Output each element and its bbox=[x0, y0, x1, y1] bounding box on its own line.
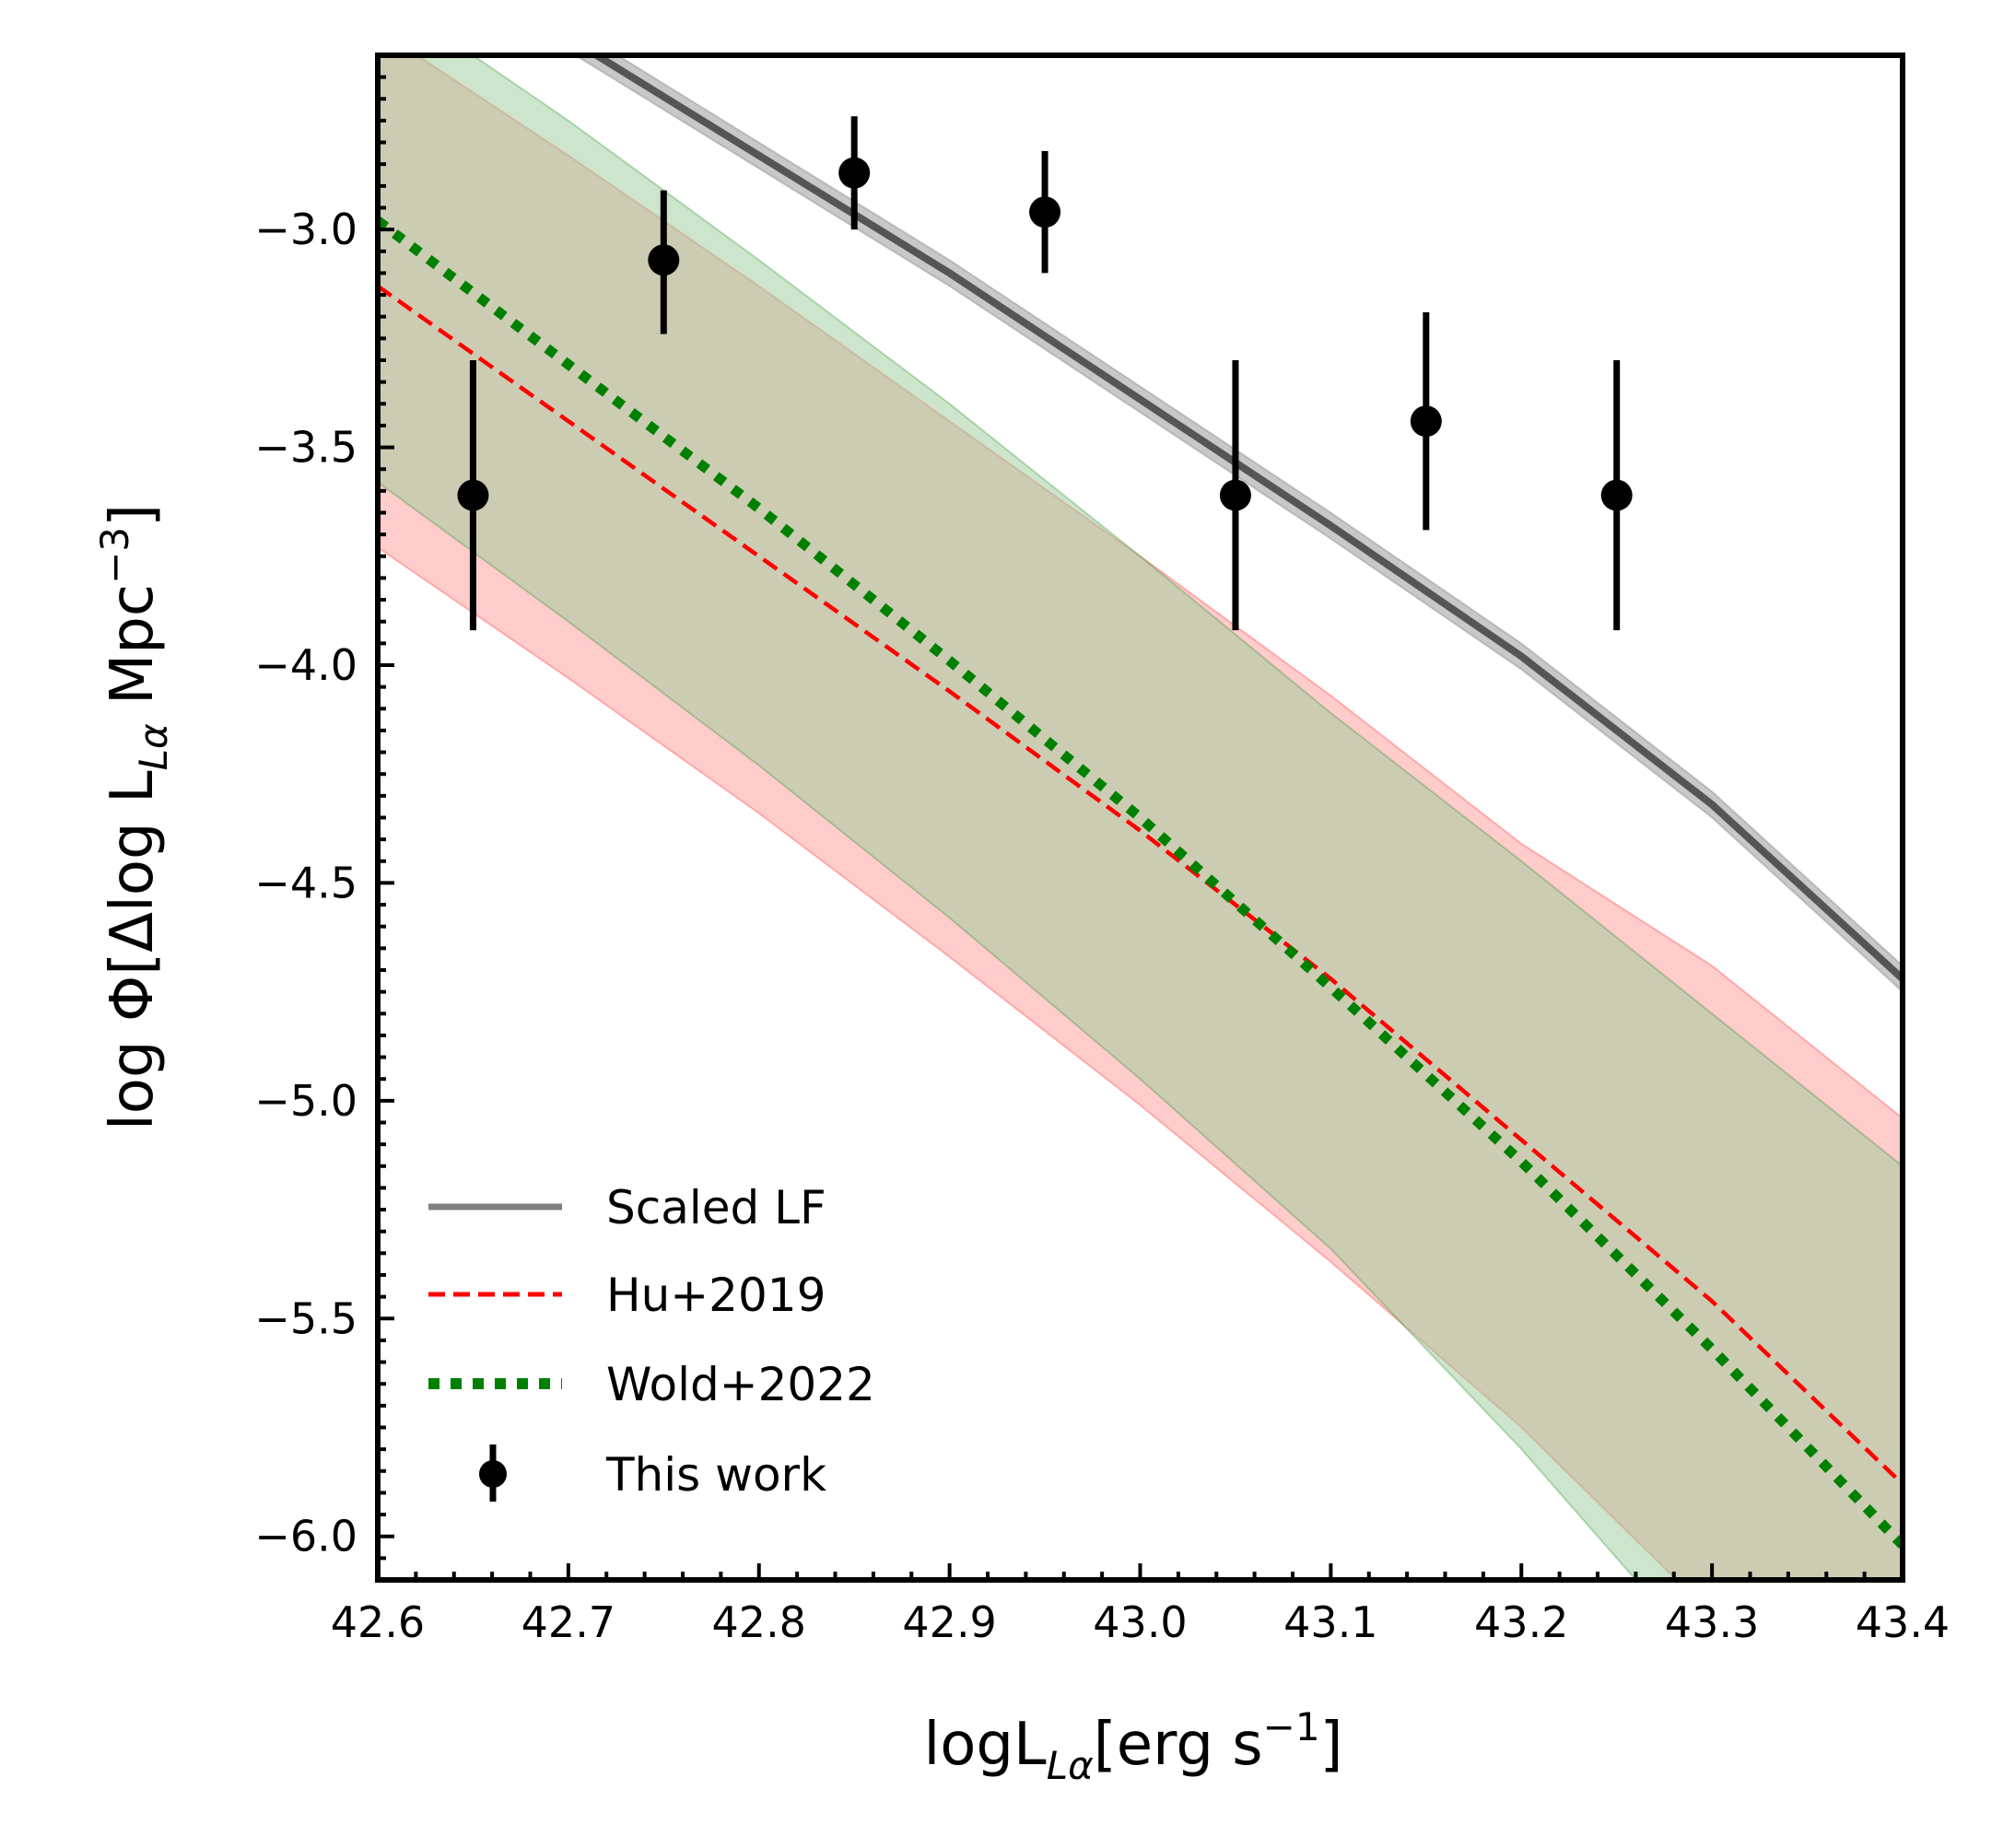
legend-label-this-work: This work bbox=[605, 1448, 826, 1502]
x-tick-label: 42.9 bbox=[902, 1597, 996, 1647]
x-tick-label: 43.3 bbox=[1665, 1597, 1759, 1647]
band-wold-2022 bbox=[378, 55, 1903, 1580]
y-tick-label: −4.0 bbox=[254, 640, 357, 690]
y-axis-ticks: −3.0 −3.5 −4.0 −4.5 −5.0 −5.5 −6.0 bbox=[254, 53, 394, 1582]
legend-label-scaled-lf: Scaled LF bbox=[606, 1181, 826, 1234]
data-points bbox=[457, 116, 1633, 631]
data-point bbox=[838, 157, 871, 189]
legend-swatch-point bbox=[479, 1460, 507, 1488]
line-wold-2022 bbox=[378, 216, 1903, 1550]
x-tick-label: 43.4 bbox=[1856, 1597, 1950, 1647]
x-tick-label: 42.7 bbox=[521, 1597, 615, 1647]
y-tick-label: −4.5 bbox=[254, 858, 357, 907]
x-axis-title: logLLα[erg s−1] bbox=[923, 1704, 1342, 1788]
uncertainty-bands bbox=[378, 55, 1903, 1580]
data-point bbox=[648, 244, 680, 276]
x-tick-label: 42.6 bbox=[331, 1597, 425, 1647]
band-scaled-lf bbox=[573, 55, 1903, 993]
data-point bbox=[1029, 196, 1061, 228]
x-axis-ticks: 42.6 42.7 42.8 42.9 43.0 43.1 43.2 43.3 43.4 bbox=[331, 1563, 1950, 1647]
line-hu-2019 bbox=[378, 284, 1903, 1486]
data-point bbox=[1410, 405, 1442, 438]
y-tick-label: −5.5 bbox=[254, 1293, 357, 1343]
y-tick-label: −6.0 bbox=[254, 1512, 357, 1561]
data-point bbox=[1219, 479, 1251, 511]
x-tick-label: 43.2 bbox=[1474, 1597, 1568, 1647]
series-lines bbox=[378, 55, 1903, 1550]
y-tick-label: −5.0 bbox=[254, 1076, 357, 1126]
y-tick-label: −3.0 bbox=[254, 205, 357, 254]
x-tick-label: 43.0 bbox=[1093, 1597, 1187, 1647]
data-point bbox=[1600, 479, 1633, 511]
data-point bbox=[457, 479, 489, 511]
legend-label-hu2019: Hu+2019 bbox=[606, 1269, 826, 1322]
x-tick-label: 42.8 bbox=[712, 1597, 806, 1647]
x-tick-label: 43.1 bbox=[1283, 1597, 1377, 1647]
legend-label-wold2022: Wold+2022 bbox=[606, 1358, 875, 1411]
line-scaled-lf bbox=[589, 55, 1903, 982]
legend: Scaled LF Hu+2019 Wold+2022 This work bbox=[428, 1181, 875, 1502]
y-tick-label: −3.5 bbox=[254, 423, 357, 473]
y-axis-title: log Φ[Δlog LLα Mpc−3] bbox=[92, 504, 176, 1130]
